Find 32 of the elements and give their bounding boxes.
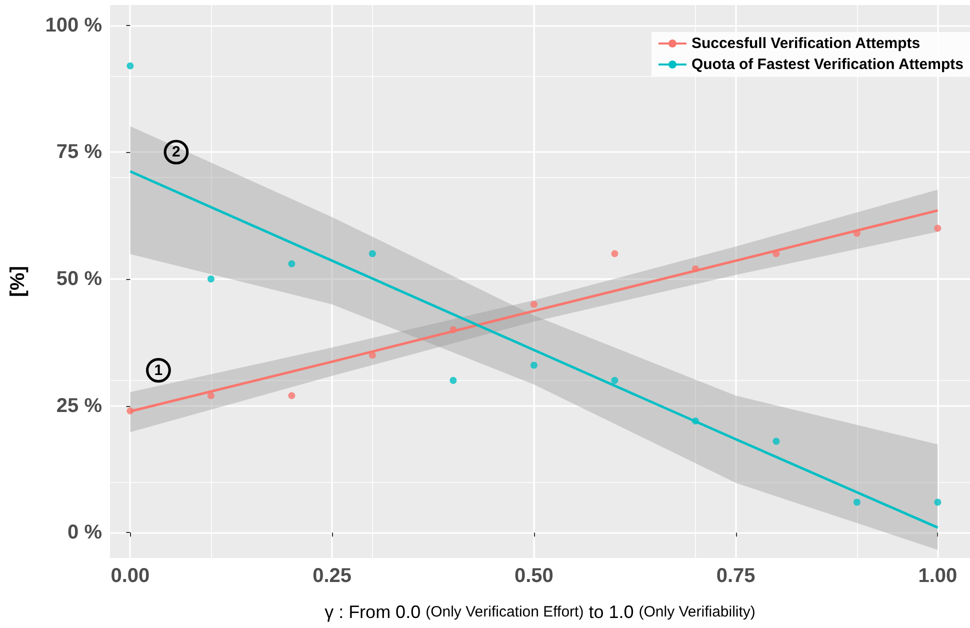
annotation: 2 <box>172 144 180 161</box>
x-tick-label: 0.50 <box>514 565 554 587</box>
point <box>450 376 457 384</box>
point <box>934 498 942 506</box>
y-tick-label: 0 % <box>68 522 102 544</box>
x-tick-label: 0.00 <box>110 565 150 587</box>
legend-label: Quota of Fastest Verification Attempts <box>691 56 964 73</box>
point <box>207 392 214 400</box>
y-axis-title: [%] <box>7 266 29 298</box>
point <box>207 275 214 282</box>
x-axis-title: γ : From 0.0 (Only Verification Effort) to 1.0 (Only Verifiability) <box>324 602 756 622</box>
y-tick-label: 50 % <box>56 268 102 290</box>
point <box>288 392 296 400</box>
point <box>368 250 376 258</box>
point <box>611 250 618 258</box>
x-tick-label: 0.25 <box>312 565 352 587</box>
annotation: 1 <box>154 362 163 379</box>
legend-label: Succesfull Verification Attempts <box>691 35 920 52</box>
point <box>611 376 618 384</box>
y-tick-label: 100 % <box>45 14 102 36</box>
point <box>934 224 942 232</box>
point <box>288 260 296 268</box>
point <box>530 300 538 308</box>
line-series <box>128 170 939 529</box>
x-tick-label: 1.00 <box>918 565 958 587</box>
y-tick-label: 75 % <box>56 141 102 164</box>
point <box>853 498 860 506</box>
y-tick-label: 25 % <box>56 394 102 417</box>
x-tick-label: 0.75 <box>716 565 756 587</box>
point <box>530 362 538 369</box>
point <box>126 62 134 70</box>
point <box>772 438 780 445</box>
